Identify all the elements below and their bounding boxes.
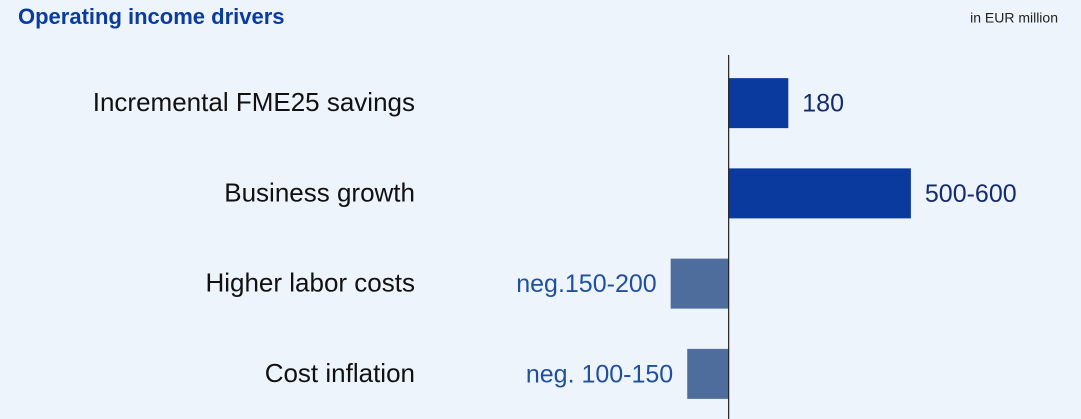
value-label: neg. 100-150	[526, 360, 673, 388]
bar	[728, 78, 789, 129]
value-label: 180	[802, 90, 844, 118]
category-label: Business growth	[224, 177, 415, 207]
bar	[687, 348, 729, 399]
category-label: Incremental FME25 savings	[93, 87, 415, 117]
bar	[670, 258, 729, 309]
value-label: 500-600	[925, 180, 1017, 208]
category-label: Cost inflation	[265, 358, 415, 388]
value-label: neg.150-200	[516, 270, 656, 298]
category-label: Higher labor costs	[205, 268, 415, 298]
unit-label: in EUR million	[970, 10, 1058, 26]
bar	[728, 168, 911, 219]
chart-title: Operating income drivers	[18, 4, 285, 29]
